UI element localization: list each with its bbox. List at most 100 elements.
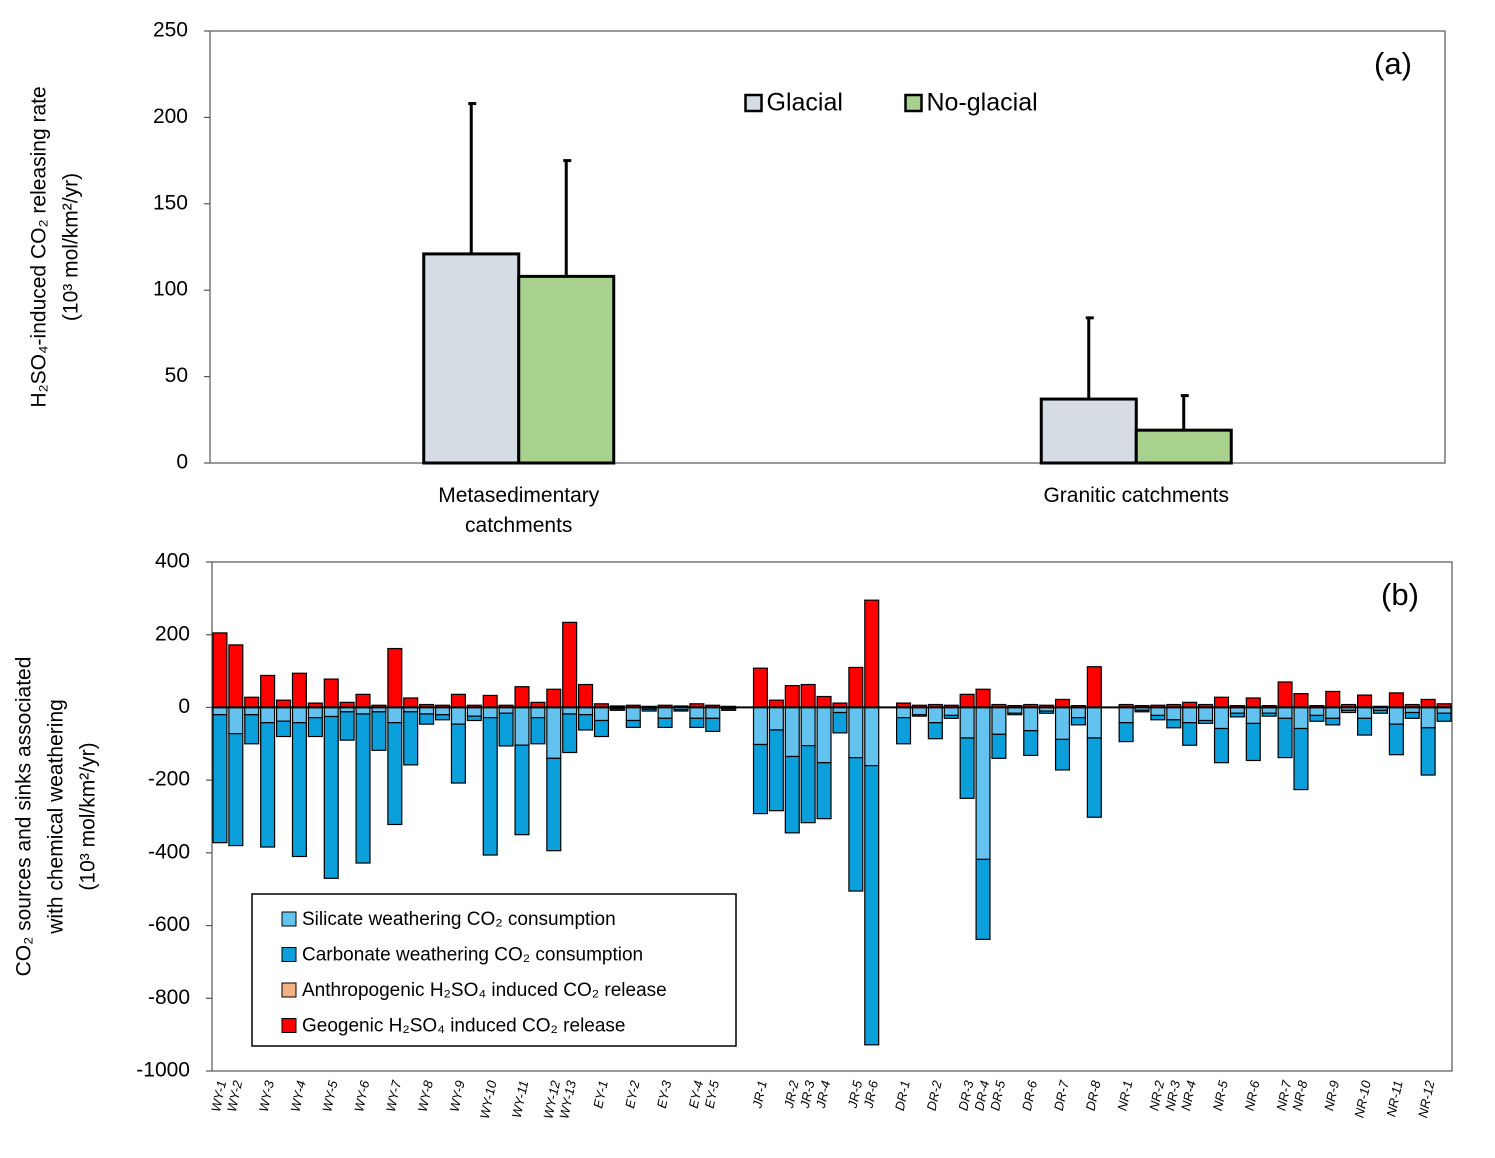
bar-segment bbox=[323, 715, 339, 879]
bar-segment bbox=[991, 733, 1007, 759]
x-tick-label: JR-3 bbox=[797, 1078, 818, 1110]
bar-segment bbox=[1054, 706, 1071, 741]
bar-segment bbox=[1372, 709, 1389, 714]
x-tick-label: NR-9 bbox=[1321, 1079, 1342, 1112]
x-tick-label: NR-6 bbox=[1242, 1078, 1263, 1112]
bar-segment bbox=[1388, 706, 1404, 725]
bar-segment bbox=[450, 706, 466, 725]
bar-segment bbox=[625, 719, 641, 729]
bar-segment bbox=[1086, 706, 1102, 739]
bar-segment bbox=[260, 674, 276, 709]
bar bbox=[422, 252, 521, 465]
bar-segment bbox=[434, 714, 451, 721]
bar-segment bbox=[1039, 710, 1055, 714]
bar-segment bbox=[1293, 706, 1309, 730]
bar-segment bbox=[864, 764, 880, 1046]
x-tick-label: NR-8 bbox=[1289, 1078, 1310, 1112]
bar bbox=[1134, 428, 1233, 465]
bar-segment bbox=[705, 717, 721, 733]
bar-segment bbox=[466, 715, 482, 722]
legend-label: Silicate weathering CO₂ consumption bbox=[302, 909, 616, 930]
x-tick-label: NR-7 bbox=[1273, 1078, 1294, 1112]
bar-segment bbox=[1325, 690, 1341, 709]
x-tick-label: DR-5 bbox=[987, 1078, 1008, 1112]
bar-segment bbox=[1086, 737, 1102, 818]
y-tick-label: 250 bbox=[153, 19, 188, 42]
x-tick-label: WY-10 bbox=[477, 1078, 500, 1120]
bar-segment bbox=[387, 706, 403, 724]
y-tick-label: -200 bbox=[148, 768, 190, 791]
bar-segment bbox=[323, 706, 339, 718]
y-tick-label: 100 bbox=[153, 278, 188, 301]
bar-segment bbox=[498, 712, 514, 747]
x-tick-label: WY-6 bbox=[351, 1078, 372, 1113]
bar-segment bbox=[1229, 712, 1245, 718]
bar-segment bbox=[546, 706, 562, 759]
bar-segment bbox=[641, 708, 657, 712]
bar-segment bbox=[1309, 706, 1325, 717]
bar-segment bbox=[291, 672, 307, 709]
y-tick-label: 200 bbox=[155, 622, 190, 645]
bar-segment bbox=[1023, 730, 1039, 757]
legend-swatch bbox=[281, 911, 297, 927]
x-tick-label: DR-3 bbox=[955, 1078, 976, 1112]
bar-segment bbox=[1357, 694, 1373, 709]
bar-segment bbox=[307, 717, 323, 738]
bar-segment bbox=[1388, 723, 1404, 756]
x-tick-label: NR-2 bbox=[1146, 1078, 1167, 1112]
bar-segment bbox=[1277, 681, 1293, 709]
x-tick-label: DR-2 bbox=[924, 1078, 945, 1112]
bar-segment bbox=[450, 693, 466, 709]
y-axis-title: CO₂ sources and sinks associated bbox=[13, 657, 36, 977]
bar-segment bbox=[943, 714, 959, 719]
bar-segment bbox=[228, 706, 244, 735]
x-tick-label: EY-4 bbox=[686, 1079, 706, 1109]
bar-segment bbox=[323, 678, 339, 709]
bar-segment bbox=[244, 714, 260, 745]
bar-segment bbox=[1261, 712, 1277, 717]
bar-segment bbox=[260, 722, 276, 848]
x-tick-label: EY-1 bbox=[590, 1079, 610, 1109]
x-tick-label: JR-2 bbox=[781, 1078, 802, 1110]
bar-segment bbox=[1213, 696, 1230, 709]
bar-segment bbox=[784, 755, 800, 834]
bar-segment bbox=[689, 706, 705, 719]
bar-segment bbox=[895, 717, 912, 745]
legend-label: Carbonate weathering CO₂ consumption bbox=[302, 945, 643, 966]
bar-segment bbox=[959, 693, 975, 709]
x-tick-label: JR-4 bbox=[813, 1079, 834, 1110]
bar-segment bbox=[434, 706, 451, 716]
bar-segment bbox=[307, 706, 323, 719]
bar-segment bbox=[482, 706, 498, 719]
bar-segment bbox=[260, 706, 276, 724]
bar-segment bbox=[784, 706, 800, 758]
x-tick-label: JR-5 bbox=[845, 1078, 866, 1110]
bar-segment bbox=[578, 714, 594, 731]
y-tick-label: 50 bbox=[165, 364, 188, 387]
bar-segment bbox=[1404, 711, 1420, 719]
legend-label: Glacial bbox=[767, 89, 843, 117]
bar-segment bbox=[1420, 706, 1436, 729]
bar-segment bbox=[1070, 717, 1086, 726]
legend-label: Geogenic H₂SO₄ induced CO₂ release bbox=[302, 1016, 626, 1037]
bar-segment bbox=[244, 696, 260, 709]
bar-segment bbox=[1436, 712, 1452, 722]
legend-label: Anthropogenic H₂SO₄ induced CO₂ release bbox=[302, 980, 667, 1001]
bar-segment bbox=[1213, 727, 1230, 764]
bar-segment bbox=[927, 706, 943, 724]
bar-segment bbox=[1086, 666, 1102, 709]
bar-segment bbox=[1245, 722, 1261, 762]
bar-segment bbox=[1118, 722, 1134, 743]
bar-segment bbox=[387, 647, 403, 709]
bar-segment bbox=[1325, 706, 1341, 719]
x-tick-label: WY-8 bbox=[415, 1078, 436, 1113]
bar-segment bbox=[864, 706, 880, 767]
bar-segment bbox=[1007, 712, 1023, 716]
bar-segment bbox=[562, 713, 578, 754]
bar-segment bbox=[514, 706, 530, 746]
bar-segment bbox=[975, 858, 991, 940]
x-tick-label: DR-1 bbox=[892, 1079, 913, 1112]
bar-segment bbox=[514, 686, 530, 709]
bar-segment bbox=[1388, 692, 1404, 709]
panel-label: (b) bbox=[1381, 577, 1419, 612]
